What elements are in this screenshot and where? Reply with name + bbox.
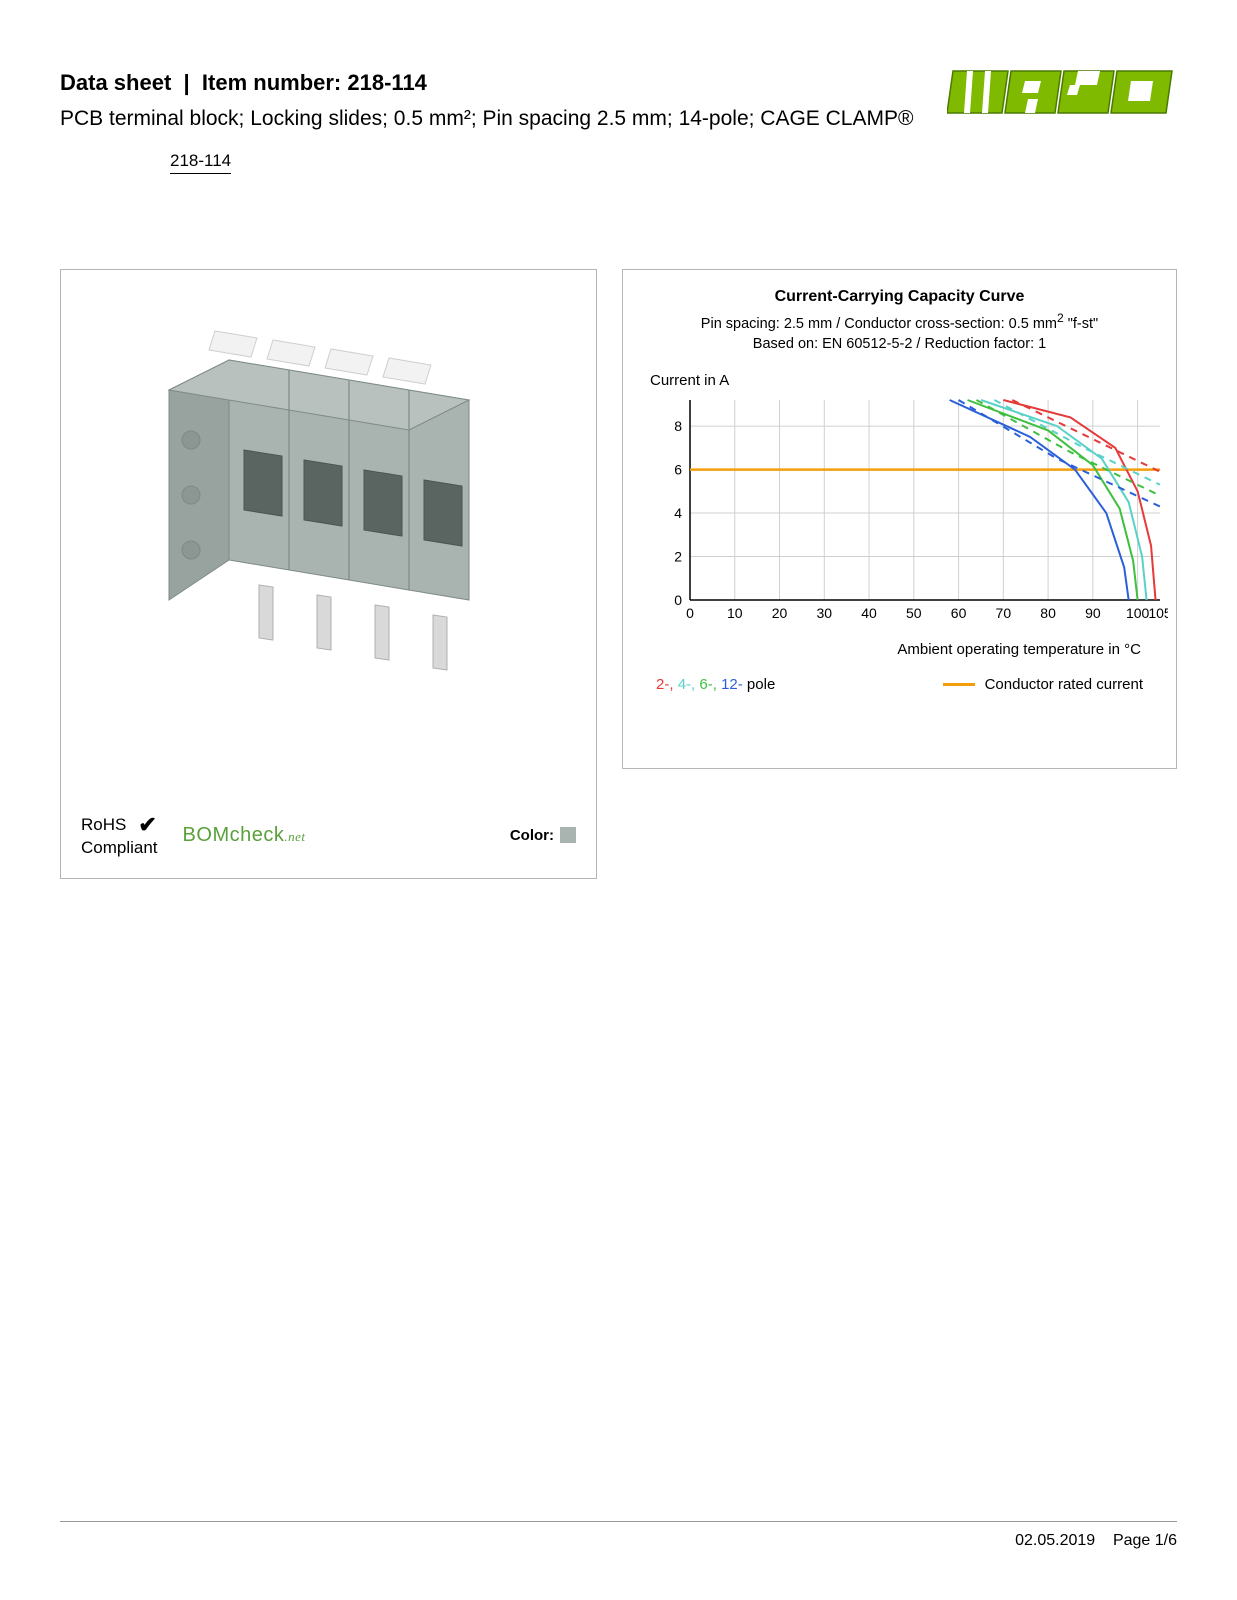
svg-text:60: 60 bbox=[951, 605, 967, 621]
rohs-badge: RoHS ✔ Compliant bbox=[81, 812, 158, 859]
svg-text:0: 0 bbox=[686, 605, 694, 621]
chart-sub2: Based on: EN 60512-5-2 / Reduction facto… bbox=[648, 335, 1151, 355]
page-title: Data sheet | Item number: 218-114 bbox=[60, 70, 917, 96]
color-text: Color: bbox=[510, 827, 554, 844]
badges-row: RoHS ✔ Compliant BOMcheck.net Color: bbox=[81, 797, 576, 859]
svg-text:10: 10 bbox=[727, 605, 743, 621]
footer: 02.05.2019 Page 1/6 bbox=[60, 1521, 1177, 1550]
chart-panel: Current-Carrying Capacity Curve Pin spac… bbox=[622, 269, 1177, 769]
chart-sub1: Pin spacing: 2.5 mm / Conductor cross-se… bbox=[648, 310, 1151, 334]
check-icon: ✔ bbox=[138, 812, 156, 838]
footer-date: 02.05.2019 bbox=[1015, 1532, 1095, 1549]
chart-sub1b: "f-st" bbox=[1064, 316, 1098, 332]
svg-text:70: 70 bbox=[996, 605, 1012, 621]
svg-text:2: 2 bbox=[674, 549, 682, 565]
legend-rated-text: Conductor rated current bbox=[985, 676, 1143, 693]
chart-sub1a: Pin spacing: 2.5 mm / Conductor cross-se… bbox=[701, 316, 1057, 332]
legend-rated: Conductor rated current bbox=[943, 676, 1143, 693]
rohs-text: RoHS bbox=[81, 815, 126, 835]
wago-logo bbox=[947, 65, 1177, 125]
footer-page: Page 1/6 bbox=[1113, 1532, 1177, 1549]
svg-text:90: 90 bbox=[1085, 605, 1101, 621]
svg-text:0: 0 bbox=[674, 592, 682, 608]
svg-text:20: 20 bbox=[772, 605, 788, 621]
panels: RoHS ✔ Compliant BOMcheck.net Color: Cur… bbox=[60, 269, 1177, 879]
item-code-link[interactable]: 218-114 bbox=[170, 151, 231, 174]
title-prefix: Data sheet bbox=[60, 70, 171, 95]
bomcheck-badge: BOMcheck.net bbox=[183, 824, 306, 847]
product-image bbox=[81, 290, 576, 796]
bomcheck-main: BOMcheck bbox=[183, 824, 285, 846]
legend-pole-item: 4-, bbox=[678, 676, 700, 693]
product-panel: RoHS ✔ Compliant BOMcheck.net Color: bbox=[60, 269, 597, 879]
color-swatch bbox=[560, 827, 576, 843]
legend-pole-item: 12- bbox=[721, 676, 747, 693]
subtitle: PCB terminal block; Locking slides; 0.5 … bbox=[60, 104, 917, 133]
svg-text:6: 6 bbox=[674, 462, 682, 478]
chart-area: 010203040506070809010010502468 bbox=[668, 395, 1151, 635]
bomcheck-suffix: .net bbox=[284, 829, 305, 844]
legend-pole-item: 6-, bbox=[699, 676, 721, 693]
color-label: Color: bbox=[510, 827, 576, 844]
title-sep: | bbox=[184, 70, 190, 95]
svg-text:4: 4 bbox=[674, 505, 682, 521]
svg-text:50: 50 bbox=[906, 605, 922, 621]
orange-line-icon bbox=[943, 683, 975, 686]
chart-title: Current-Carrying Capacity Curve bbox=[648, 288, 1151, 306]
svg-text:40: 40 bbox=[861, 605, 877, 621]
svg-text:100: 100 bbox=[1126, 605, 1150, 621]
svg-text:8: 8 bbox=[674, 418, 682, 434]
legend-poles: 2-, 4-, 6-, 12- pole bbox=[656, 676, 775, 693]
x-axis-label: Ambient operating temperature in °C bbox=[648, 641, 1151, 658]
svg-text:30: 30 bbox=[816, 605, 832, 621]
rohs-compliant: Compliant bbox=[81, 838, 158, 858]
legend-pole-item: 2-, bbox=[656, 676, 678, 693]
title-item-number: 218-114 bbox=[347, 70, 427, 95]
y-axis-label: Current in A bbox=[650, 372, 1151, 389]
header-text: Data sheet | Item number: 218-114 PCB te… bbox=[60, 70, 917, 174]
header: Data sheet | Item number: 218-114 PCB te… bbox=[60, 70, 1177, 174]
legend-pole-suffix: pole bbox=[747, 676, 775, 693]
legend: 2-, 4-, 6-, 12- pole Conductor rated cur… bbox=[648, 676, 1151, 693]
svg-text:80: 80 bbox=[1040, 605, 1056, 621]
title-label: Item number: bbox=[202, 70, 341, 95]
svg-text:105: 105 bbox=[1148, 605, 1168, 621]
